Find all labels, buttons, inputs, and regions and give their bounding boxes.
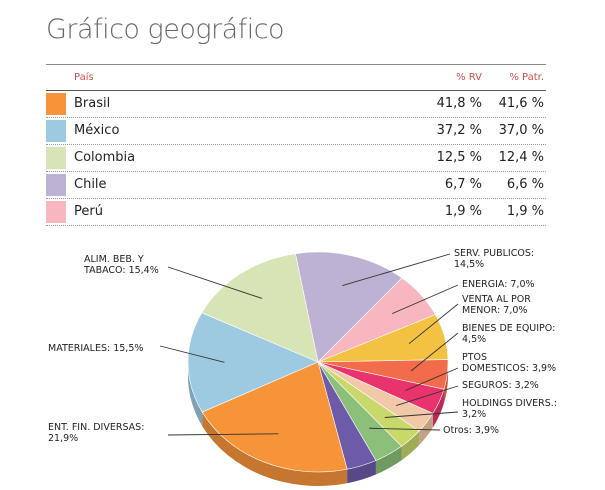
rv-value: 12,5 % <box>436 150 482 165</box>
leader-line <box>384 411 459 418</box>
rv-value: 41,8 % <box>436 96 482 111</box>
slice-label: HOLDINGS DIVERS.: 3,2% <box>462 398 557 420</box>
color-swatch <box>46 147 66 169</box>
patr-value: 41,6 % <box>498 96 544 111</box>
slice-label: BIENES DE EQUIPO: 4,5% <box>462 323 555 345</box>
slice-label: PTOS DOMESTICOS: 3,9% <box>462 352 556 374</box>
country-table: País % RV % Patr. Brasil 41,8 % 41,6 % Méxi… <box>46 64 546 226</box>
slice-label: ALIM. BEB. Y TABACO: 15,4% <box>83 254 159 276</box>
geographic-pie-chart: SERV. PUBLICOS: 14,5% ENERGIA: 7,0% VENTA A… <box>48 248 557 486</box>
patr-value: 1,9 % <box>506 204 544 219</box>
pie-slice <box>295 251 403 363</box>
leader-line <box>167 266 263 299</box>
rv-value: 1,9 % <box>444 204 482 219</box>
table-row: Perú 1,9 % 1,9 % <box>46 199 546 226</box>
leader-line <box>405 367 459 391</box>
table-header: País % RV % Patr. <box>46 64 546 91</box>
patr-value: 12,4 % <box>498 150 544 165</box>
slice-label: SEGUROS: 3,2% <box>462 380 539 391</box>
country-name: México <box>74 123 120 138</box>
pie-slice-side <box>188 362 203 427</box>
slice-label: ENERGIA: 7,0% <box>462 279 535 290</box>
slice-label: SERV. PUBLICOS: 14,5% <box>454 248 534 270</box>
pie-slice-side <box>202 412 348 486</box>
leader-line <box>342 253 451 286</box>
country-name: Brasil <box>74 96 111 111</box>
leader-line <box>410 332 459 372</box>
pie-slice-side <box>375 446 402 475</box>
color-swatch <box>46 93 66 115</box>
color-swatch <box>46 201 66 223</box>
pie-slice-side <box>432 389 444 428</box>
slice-label: Otros: 3,9% <box>443 425 499 436</box>
country-name: Chile <box>74 177 107 192</box>
leader-line <box>167 433 279 436</box>
patr-value: 6,6 % <box>506 177 544 192</box>
header-patr: % Patr. <box>509 72 544 83</box>
header-rv: % RV <box>456 72 482 83</box>
table-row: Colombia 12,5 % 12,4 % <box>46 145 546 172</box>
pie-slice-side <box>401 431 420 461</box>
leader-line <box>369 427 441 431</box>
leader-line <box>159 345 225 363</box>
slice-label: VENTA AL POR MENOR: 7,0% <box>462 294 531 316</box>
table-row: Chile 6,7 % 6,6 % <box>46 172 546 199</box>
rv-value: 6,7 % <box>444 177 482 192</box>
leader-line <box>396 385 459 407</box>
table-row: Brasil 41,8 % 41,6 % <box>46 91 546 118</box>
pie-slice <box>201 253 319 363</box>
patr-value: 37,0 % <box>498 123 544 138</box>
leader-line <box>408 303 459 345</box>
slice-label: ENT. FIN. DIVERSAS: 21,9% <box>48 422 144 444</box>
rv-value: 37,2 % <box>436 123 482 138</box>
page-title: Gráfico geográfico <box>46 14 285 45</box>
color-swatch <box>46 174 66 196</box>
leader-line <box>391 284 459 315</box>
header-country: País <box>74 72 94 83</box>
color-swatch <box>46 120 66 142</box>
pie-slice <box>201 361 348 473</box>
country-name: Colombia <box>74 150 136 165</box>
slice-label: MATERIALES: 15,5% <box>48 343 143 354</box>
pie-slice <box>187 312 319 413</box>
pie-slice-side <box>347 460 376 484</box>
table-row: México 37,2 % 37,0 % <box>46 118 546 145</box>
country-name: Perú <box>74 204 103 219</box>
